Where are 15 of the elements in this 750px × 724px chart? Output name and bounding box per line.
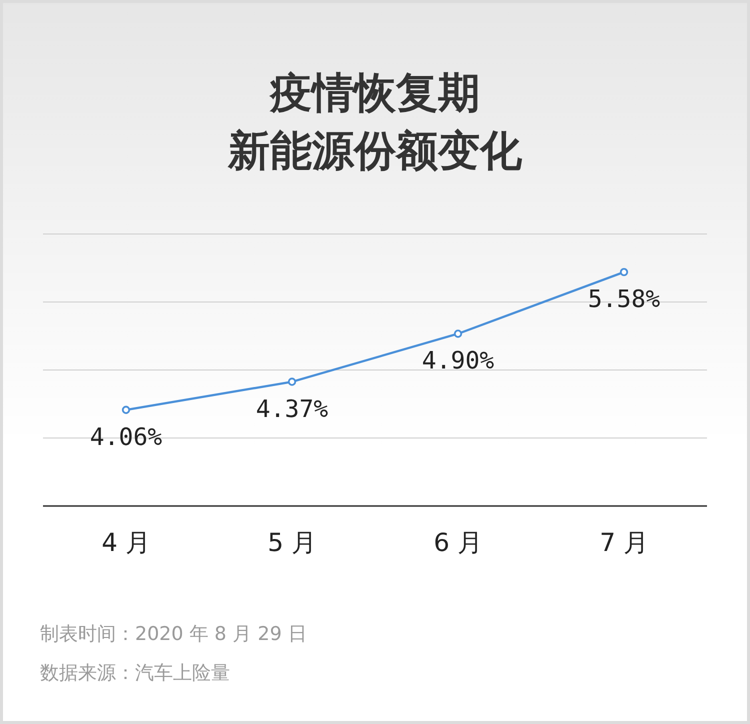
- x-tick: 5 月: [268, 528, 316, 557]
- point: [122, 406, 130, 414]
- data-label: 4.90%: [422, 346, 494, 375]
- point: [620, 268, 628, 276]
- title: 疫情恢复期新能源份额变化: [228, 68, 522, 175]
- point: [288, 378, 296, 386]
- x-tick: 7 月: [600, 528, 648, 557]
- data-label: 5.58%: [588, 285, 660, 314]
- annotation: 制表时间：2020 年 8 月 29 日: [40, 623, 307, 645]
- x-tick: 6 月: [434, 528, 482, 557]
- annotation: 数据来源：汽车上险量: [40, 662, 230, 684]
- point: [454, 330, 462, 338]
- data-label: 4.06%: [90, 422, 162, 451]
- data-label: 4.37%: [256, 394, 328, 423]
- x-tick: 4 月: [102, 528, 150, 557]
